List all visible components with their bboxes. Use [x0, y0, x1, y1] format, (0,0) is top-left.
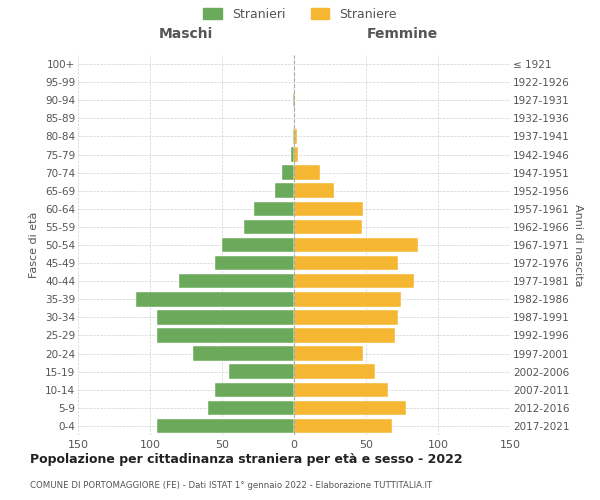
- Bar: [157, 418, 294, 433]
- Bar: [294, 148, 298, 162]
- Y-axis label: Fasce di età: Fasce di età: [29, 212, 40, 278]
- Bar: [294, 129, 297, 144]
- Bar: [215, 256, 294, 270]
- Text: Femmine: Femmine: [367, 26, 437, 40]
- Bar: [294, 184, 334, 198]
- Bar: [294, 202, 363, 216]
- Bar: [157, 328, 294, 342]
- Bar: [193, 346, 294, 361]
- Bar: [294, 166, 320, 180]
- Bar: [294, 310, 398, 324]
- Bar: [215, 382, 294, 397]
- Bar: [294, 256, 398, 270]
- Text: COMUNE DI PORTOMAGGIORE (FE) - Dati ISTAT 1° gennaio 2022 - Elaborazione TUTTITA: COMUNE DI PORTOMAGGIORE (FE) - Dati ISTA…: [30, 480, 432, 490]
- Bar: [293, 129, 294, 144]
- Legend: Stranieri, Straniere: Stranieri, Straniere: [198, 2, 402, 26]
- Bar: [294, 238, 418, 252]
- Bar: [157, 310, 294, 324]
- Bar: [208, 400, 294, 415]
- Bar: [244, 220, 294, 234]
- Bar: [283, 166, 294, 180]
- Bar: [179, 274, 294, 288]
- Bar: [294, 292, 401, 306]
- Bar: [293, 93, 294, 108]
- Bar: [294, 400, 406, 415]
- Bar: [294, 328, 395, 342]
- Text: Maschi: Maschi: [159, 26, 213, 40]
- Bar: [294, 346, 363, 361]
- Bar: [229, 364, 294, 379]
- Bar: [294, 418, 392, 433]
- Bar: [294, 220, 362, 234]
- Bar: [254, 202, 294, 216]
- Bar: [294, 364, 374, 379]
- Bar: [294, 274, 413, 288]
- Bar: [294, 382, 388, 397]
- Text: Popolazione per cittadinanza straniera per età e sesso - 2022: Popolazione per cittadinanza straniera p…: [30, 452, 463, 466]
- Bar: [275, 184, 294, 198]
- Bar: [136, 292, 294, 306]
- Bar: [222, 238, 294, 252]
- Y-axis label: Anni di nascita: Anni di nascita: [574, 204, 583, 286]
- Bar: [294, 93, 295, 108]
- Bar: [291, 148, 294, 162]
